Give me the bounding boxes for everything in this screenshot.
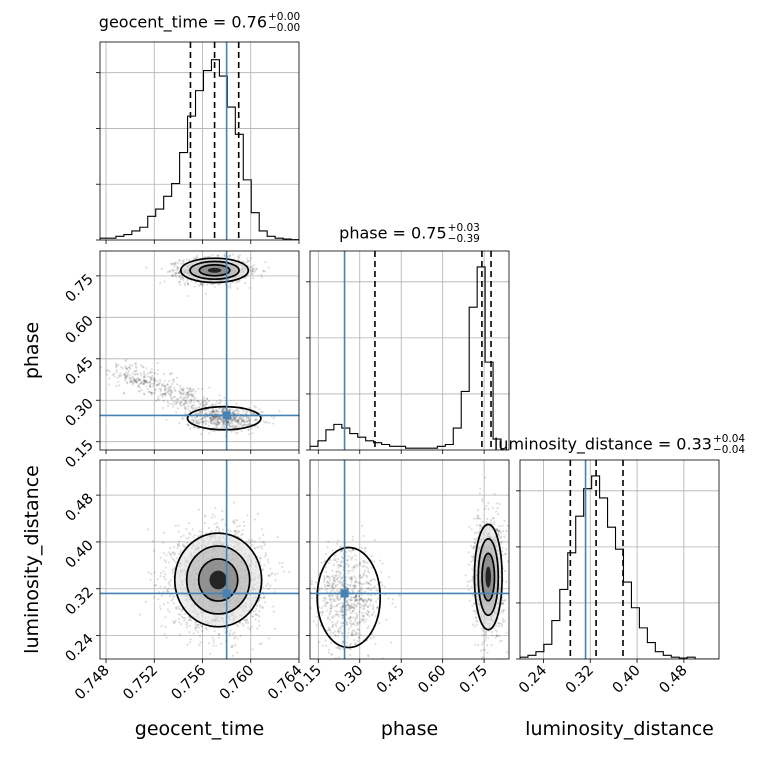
density-level-3	[209, 570, 227, 590]
joint-panel-geocent_time-luminosity_distance: 0.748 0.752 0.756 0.760 0.7640.240.320.400.4…	[63, 459, 306, 704]
x-tick-label: 0.752	[120, 663, 161, 704]
panel-frame	[519, 459, 720, 660]
title-minus: −0.00	[268, 22, 301, 34]
panel-frame	[309, 250, 510, 451]
y-tick-label: 0.48	[63, 491, 97, 525]
y-tick-label: 0.32	[63, 584, 97, 618]
contour-0-2	[481, 552, 496, 602]
truth-marker	[222, 411, 231, 420]
title-plus: +0.04	[712, 433, 746, 445]
title-uncertainty: +0.00 −0.00	[268, 12, 300, 34]
x-axis-label-luminosity_distance: luminosity_distance	[525, 718, 714, 740]
histogram-luminosity_distance	[520, 475, 719, 659]
title-plus: +0.00	[268, 11, 301, 23]
density-level-3	[207, 267, 222, 273]
histogram-phase	[310, 266, 509, 450]
joint-panel-phase-luminosity_distance: 0.15 0.30 0.45 0.60 0.75	[291, 459, 510, 697]
panel-title-luminosity_distance: luminosity_distance = 0.33 +0.04 −0.04	[494, 434, 745, 456]
contour-1-0	[316, 546, 382, 649]
title-uncertainty: +0.04 −0.04	[713, 434, 745, 456]
y-tick-label: 0.24	[63, 631, 97, 665]
x-tick-label: 0.32	[563, 663, 597, 697]
x-axis-label-geocent_time: geocent_time	[135, 718, 264, 740]
density-level-0	[316, 545, 382, 650]
y-tick-label: 0.75	[63, 271, 97, 305]
x-tick-label: 0.40	[610, 663, 644, 697]
x-tick-label: 0.760	[217, 663, 258, 704]
y-axis-label-phase: phase	[21, 322, 43, 379]
contour-0-1	[189, 260, 240, 281]
truth-marker	[222, 589, 231, 598]
title-minus: −0.39	[447, 233, 480, 245]
panel-frame	[309, 459, 510, 660]
x-tick-label: 0.48	[657, 663, 691, 697]
contour-0-0	[173, 532, 263, 628]
x-tick-label: 0.45	[374, 663, 408, 697]
title-minus: −0.04	[712, 444, 746, 456]
y-tick-label: 0.45	[63, 354, 97, 388]
x-tick-label: 0.30	[332, 663, 366, 697]
title-text: geocent_time = 0.76	[98, 12, 267, 32]
contour-0-0	[179, 257, 250, 284]
hist-panel-geocent_time	[96, 41, 300, 244]
hist-panel-phase	[306, 250, 510, 454]
contour-1-0	[186, 405, 262, 431]
truth-marker	[340, 589, 349, 598]
x-tick-label: 0.60	[415, 663, 449, 697]
histogram-geocent_time	[100, 59, 299, 240]
panel-frame	[99, 41, 300, 241]
contour-0-1	[477, 538, 500, 617]
y-tick-label: 0.15	[63, 437, 97, 471]
x-tick-label: 0.75	[457, 663, 491, 697]
panel-title-geocent_time: geocent_time = 0.76 +0.00 −0.00	[99, 12, 300, 34]
y-axis-label-luminosity_distance: luminosity_distance	[21, 465, 43, 654]
y-tick-label: 0.60	[63, 313, 97, 347]
y-tick-label: 0.40	[63, 537, 97, 571]
panel-frame	[99, 250, 300, 451]
panel-title-phase: phase = 0.75 +0.03 −0.39	[339, 223, 480, 245]
hist-panel-luminosity_distance: 0.24 0.32 0.40 0.48	[516, 459, 720, 697]
contour-0-2	[197, 558, 239, 602]
contour-0-2	[198, 264, 231, 277]
x-axis-label-phase: phase	[381, 718, 438, 740]
joint-panel-geocent_time-phase: 0.15 0.30 0.45 0.60 0.75	[63, 250, 300, 471]
x-tick-label: 0.748	[72, 663, 113, 704]
panel-frame	[99, 459, 300, 660]
title-text: phase = 0.75	[339, 223, 447, 243]
y-tick-label: 0.30	[63, 396, 97, 430]
title-text: luminosity_distance = 0.33	[493, 434, 712, 454]
x-tick-label: 0.24	[516, 663, 550, 697]
contour-0-0	[473, 523, 503, 631]
contour-0-1	[185, 545, 251, 615]
x-tick-label: 0.756	[169, 663, 210, 704]
title-uncertainty: +0.03 −0.39	[448, 223, 480, 245]
title-plus: +0.03	[447, 222, 480, 234]
density-level-3	[485, 566, 492, 588]
